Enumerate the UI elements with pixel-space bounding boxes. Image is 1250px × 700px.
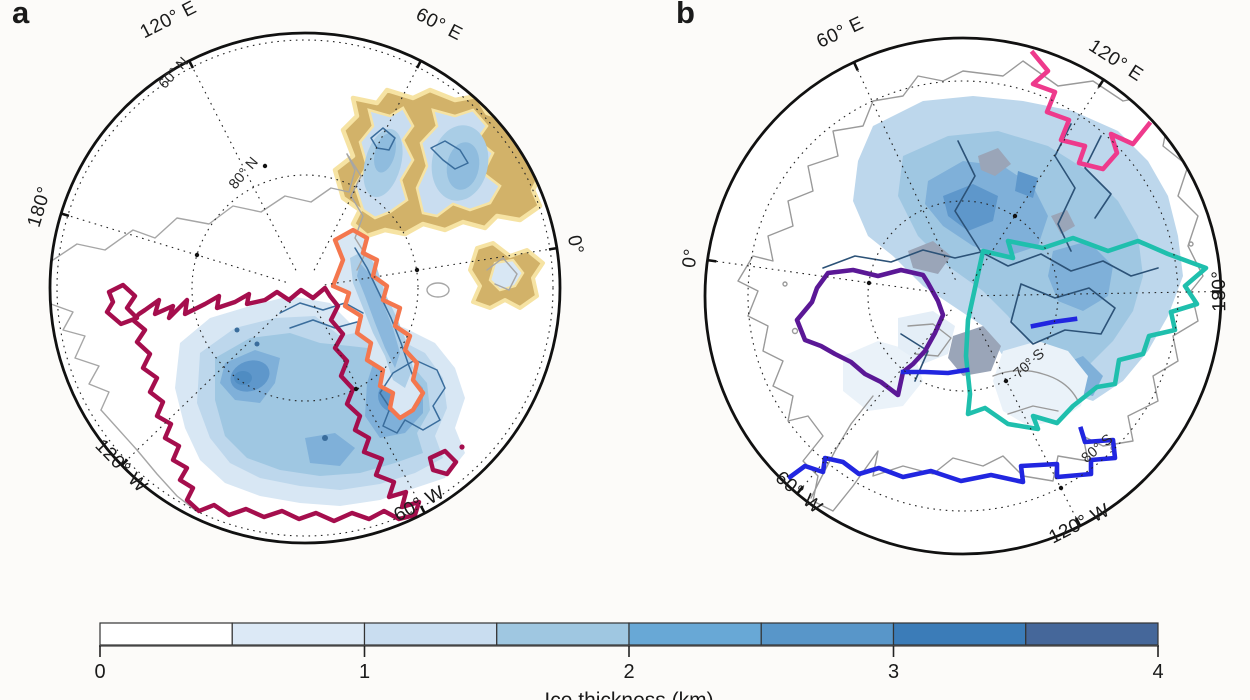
- coastline-pacific: [100, 409, 196, 511]
- north-american-ice-sheet-outline: [104, 282, 465, 524]
- greenland-east-coast: [354, 247, 418, 387]
- colorbar-segment: [363, 622, 498, 646]
- panel-a-letter: a: [12, 0, 30, 30]
- british-irish-ice-lobe: [488, 258, 525, 292]
- eurasian-ice-sheet: [332, 87, 546, 310]
- drainage-basin-boundaries: [822, 123, 1159, 382]
- colorbar-ticks: [99, 646, 1159, 657]
- sector-outline-blue: [786, 316, 1118, 485]
- colorbar-tick-label-3: 3: [888, 661, 899, 683]
- coastline-alaska: [51, 303, 110, 411]
- panel-b-meridian-label-0: 0°: [679, 247, 702, 269]
- panel-a-graticule-marks: [194, 163, 420, 392]
- colorbar-segment: [231, 622, 366, 646]
- colorbar-axis-label: Ice thickness (km): [544, 689, 713, 700]
- colorbar-segment: [628, 622, 762, 646]
- colorbar-segment: [99, 622, 233, 646]
- panel-b-graticule-marks: [866, 213, 1064, 491]
- panel-a-edge-ticks: [60, 60, 558, 514]
- panel-a-meridian-label-0: 0°: [563, 233, 588, 256]
- ross-ice-shelf: [993, 341, 1088, 426]
- sector-outline-pink: [1029, 49, 1153, 172]
- panel-a-meridian-label-60e: 60° E: [412, 4, 465, 45]
- colorbar-segment: [1025, 622, 1159, 646]
- colorbar-segment: [496, 622, 630, 646]
- panel-a-meridian-label-180: 180°: [24, 184, 56, 230]
- coastlines: [51, 153, 518, 511]
- panel-b-meridian-label-180: 180°: [1209, 270, 1231, 312]
- coastline-british-isles: [486, 257, 518, 291]
- colorbar-segment: [892, 622, 1027, 646]
- coastline-siberia: [52, 153, 356, 261]
- antarctic-peninsula-spine: [810, 395, 874, 499]
- panel-b-edge-ticks: [707, 61, 1222, 527]
- panel-a-graticule: [56, 39, 556, 537]
- colorbar-tick-label-4: 4: [1152, 661, 1163, 683]
- greenland-ice-sheet-outline: [330, 227, 426, 421]
- panel-a-border: [48, 31, 562, 545]
- colorbar-tick-label-0: 0: [94, 661, 105, 683]
- panel-a-meridian-label-120e: 120° E: [137, 0, 200, 43]
- antarctica-ice-fill: [843, 96, 1183, 426]
- colorbar-segment: [760, 622, 895, 646]
- novaya-zemlya: [430, 140, 469, 170]
- panel-b-map: 60° E 120° E 0° 180° 60° W 120° W 70° S …: [679, 13, 1231, 556]
- panel-b-meridian-label-60e: 60° E: [814, 13, 867, 53]
- sector-outline-teal: [963, 235, 1209, 432]
- colorbar-tick-label-2: 2: [623, 661, 634, 683]
- panel-b-graticule: [709, 63, 1220, 525]
- panel-a-map: 120° E 60° E 0° 180° 120° W 60° W 60° N …: [24, 0, 588, 545]
- panel-b-border: [703, 36, 1223, 556]
- panel-b-letter: b: [676, 0, 695, 30]
- colorbar: 0 1 2 3 4 Ice thickness (km): [94, 622, 1164, 700]
- coastline-iceland: [426, 282, 450, 298]
- colorbar-tick-label-1: 1: [359, 661, 370, 683]
